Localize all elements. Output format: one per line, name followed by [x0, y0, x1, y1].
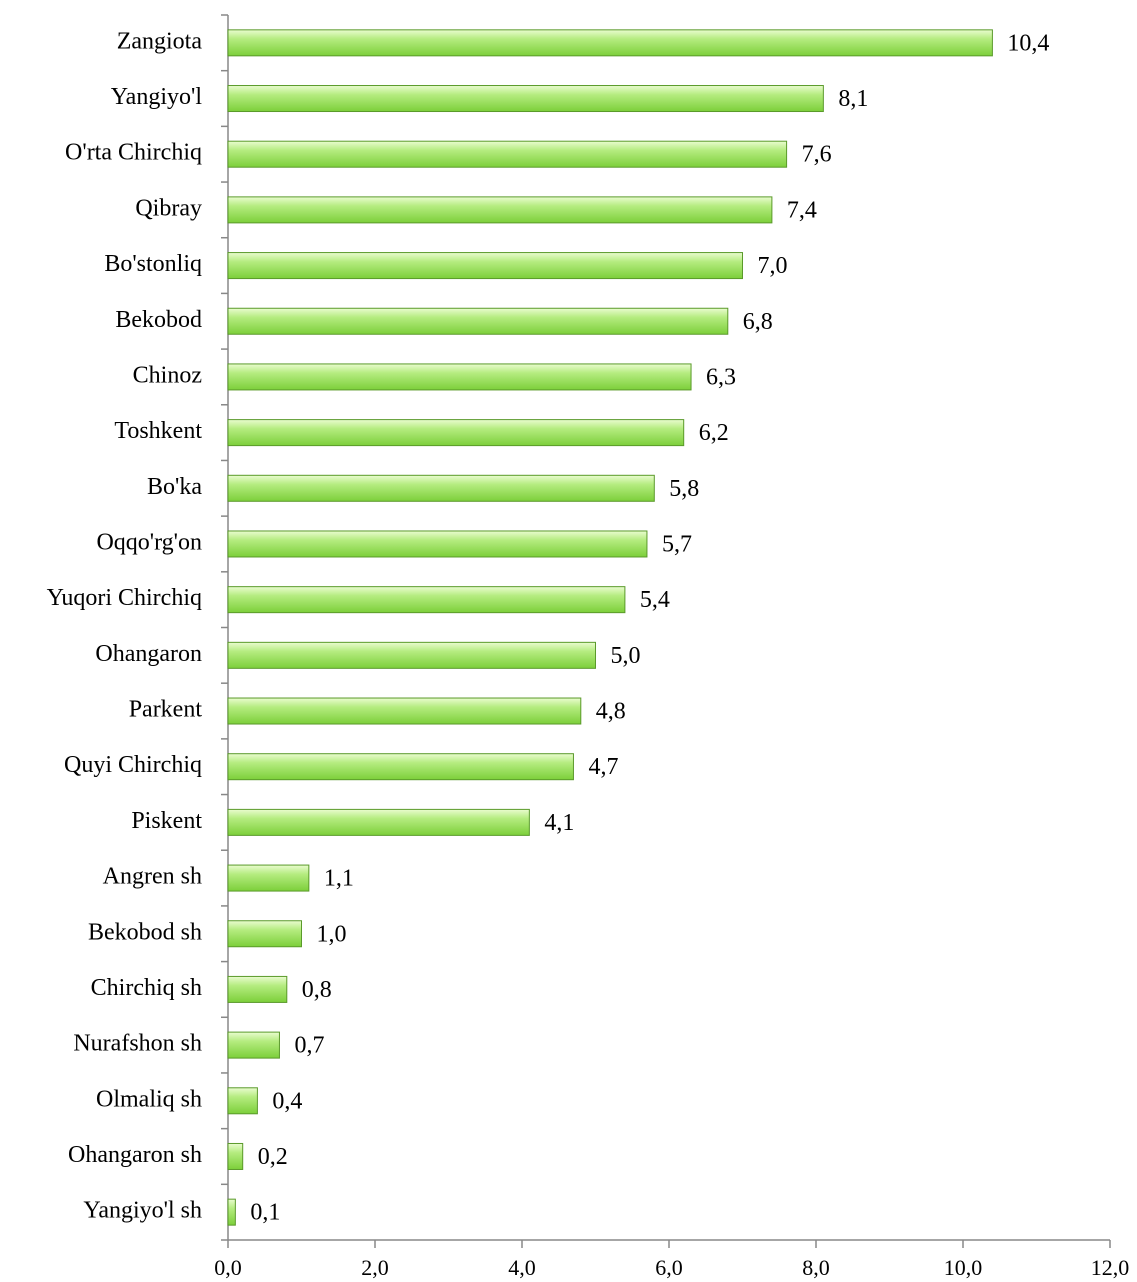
- y-tick-label: Piskent: [131, 808, 202, 834]
- data-label: 0,2: [258, 1144, 288, 1170]
- bar: [227, 474, 655, 502]
- y-tick-label: Yuqori Chirchiq: [47, 585, 202, 611]
- y-tick-label: Chinoz: [133, 362, 202, 388]
- y-tick-label: Zangiota: [117, 28, 203, 54]
- y-tick-label: Yangiyo'l sh: [83, 1198, 202, 1224]
- x-tick-label: 8,0: [802, 1255, 830, 1280]
- bar: [227, 140, 788, 168]
- bar: [227, 920, 302, 948]
- y-tick-label: Bo'ka: [147, 474, 202, 500]
- y-tick-label: Nurafshon sh: [73, 1031, 202, 1057]
- data-label: 0,1: [250, 1200, 280, 1226]
- x-tick-label: 4,0: [508, 1255, 536, 1280]
- data-label: 8,1: [838, 86, 868, 112]
- y-tick-label: Quyi Chirchiq: [64, 752, 202, 778]
- bar: [227, 1142, 244, 1170]
- data-label: 6,8: [743, 309, 773, 335]
- y-tick-label: O'rta Chirchiq: [65, 140, 202, 166]
- y-tick-label: Olmaliq sh: [96, 1086, 202, 1112]
- y-tick-label: Oqqo'rg'on: [96, 529, 202, 555]
- bar: [227, 419, 685, 447]
- bar: [227, 808, 530, 836]
- data-label: 7,6: [802, 142, 832, 168]
- y-tick-label: Bekobod sh: [88, 919, 202, 945]
- y-tick-label: Bo'stonliq: [104, 251, 202, 277]
- bar: [227, 975, 288, 1003]
- data-label: 1,1: [324, 866, 354, 892]
- data-label: 10,4: [1007, 30, 1049, 56]
- bar: [227, 307, 729, 335]
- data-label: 4,8: [596, 699, 626, 725]
- data-label: 5,0: [611, 643, 641, 669]
- bar: [227, 29, 993, 57]
- bar: [227, 586, 626, 614]
- data-label: 7,0: [758, 253, 788, 279]
- data-label: 1,0: [317, 921, 347, 947]
- bar: [227, 864, 310, 892]
- bar: [227, 1031, 280, 1059]
- data-label: 4,1: [544, 810, 574, 836]
- y-tick-label: Bekobod: [115, 307, 202, 333]
- y-tick-label: Yangiyo'l: [111, 84, 203, 110]
- bar: [227, 530, 648, 558]
- y-tick-label: Chirchiq sh: [91, 975, 202, 1001]
- bar: [227, 363, 692, 391]
- bar: [227, 85, 824, 113]
- data-label: 4,7: [588, 754, 618, 780]
- bar: [227, 641, 596, 669]
- data-label: 7,4: [787, 197, 817, 223]
- data-label: 5,7: [662, 531, 692, 557]
- bar: [227, 753, 574, 781]
- data-label: 0,8: [302, 977, 332, 1003]
- x-tick-label: 10,0: [944, 1255, 983, 1280]
- y-tick-label: Ohangaron sh: [68, 1142, 202, 1168]
- data-label: 6,2: [699, 420, 729, 446]
- y-tick-label: Toshkent: [114, 418, 202, 444]
- data-label: 6,3: [706, 364, 736, 390]
- bar: [227, 1087, 258, 1115]
- bar: [227, 252, 743, 280]
- data-label: 5,4: [640, 587, 670, 613]
- y-tick-label: Qibray: [135, 195, 202, 221]
- x-tick-label: 0,0: [214, 1255, 242, 1280]
- y-tick-label: Ohangaron: [95, 641, 202, 667]
- data-label: 5,8: [669, 476, 699, 502]
- x-tick-label: 12,0: [1091, 1255, 1130, 1280]
- bar: [227, 196, 773, 224]
- bar: [227, 697, 582, 725]
- x-tick-label: 6,0: [655, 1255, 683, 1280]
- data-label: 0,7: [294, 1033, 324, 1059]
- x-tick-label: 2,0: [361, 1255, 389, 1280]
- y-tick-label: Parkent: [129, 697, 203, 723]
- bar: [227, 1198, 236, 1226]
- y-tick-label: Angren sh: [103, 864, 202, 890]
- data-label: 0,4: [272, 1088, 302, 1114]
